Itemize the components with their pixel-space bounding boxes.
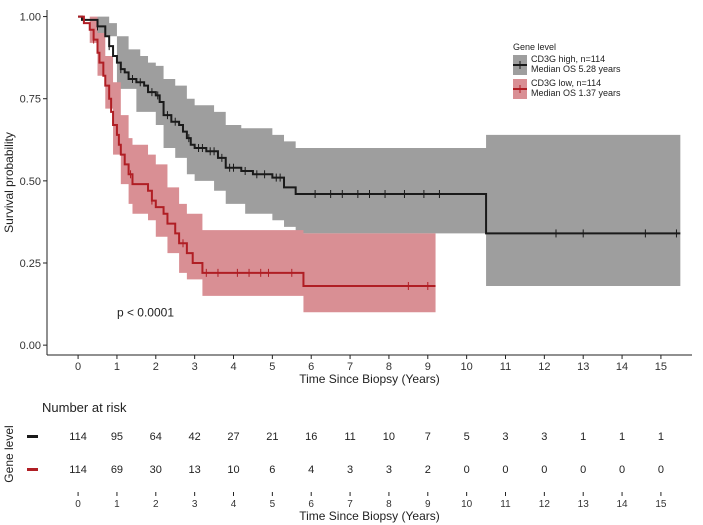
risk-count-0-1: 95 <box>111 431 123 443</box>
legend-sublabel-1: Median OS 1.37 years <box>531 88 621 98</box>
x-tick-label-12: 12 <box>538 361 550 373</box>
risk-count-1-0: 114 <box>69 464 87 476</box>
risk-x-tick-label-7: 7 <box>347 499 353 510</box>
y-tick-label-3: 0.75 <box>20 94 41 106</box>
risk-count-0-10: 5 <box>464 431 470 443</box>
risk-x-tick-label-14: 14 <box>616 499 628 510</box>
risk-x-axis-label: Time Since Biopsy (Years) <box>299 509 440 523</box>
risk-row-swatch-0 <box>27 435 38 438</box>
x-tick-label-2: 2 <box>153 361 159 373</box>
x-tick-label-3: 3 <box>192 361 198 373</box>
risk-count-0-14: 1 <box>619 431 625 443</box>
x-tick-label-10: 10 <box>461 361 473 373</box>
x-tick-label-7: 7 <box>347 361 353 373</box>
ci-band-1 <box>78 16 436 313</box>
risk-count-1-3: 13 <box>189 464 201 476</box>
risk-count-0-4: 27 <box>227 431 239 443</box>
x-axis-label: Time Since Biopsy (Years) <box>299 372 440 386</box>
y-tick-label-0: 0.00 <box>20 340 41 352</box>
risk-x-tick-label-5: 5 <box>270 499 276 510</box>
risk-x-tick-label-3: 3 <box>192 499 198 510</box>
risk-count-0-2: 64 <box>150 431 162 443</box>
x-tick-label-13: 13 <box>577 361 589 373</box>
x-tick-label-11: 11 <box>500 361 511 373</box>
risk-count-1-2: 30 <box>150 464 162 476</box>
risk-x-tick-label-15: 15 <box>655 499 667 510</box>
legend-label-0: CD3G high, n=114 <box>531 54 605 64</box>
risk-x-tick-label-11: 11 <box>500 499 511 510</box>
risk-count-1-14: 0 <box>619 464 625 476</box>
risk-x-tick-label-10: 10 <box>461 499 473 510</box>
risk-count-1-9: 2 <box>425 464 431 476</box>
risk-x-tick-label-4: 4 <box>231 499 237 510</box>
km-plot-area: 0.000.250.500.751.000 1 2 3 4 5 6 7 8 9 10 11 12 13 14… <box>2 10 692 386</box>
risk-count-1-11: 0 <box>502 464 508 476</box>
risk-count-1-8: 3 <box>386 464 392 476</box>
risk-row-swatch-1 <box>27 468 38 471</box>
risk-x-tick-label-0: 0 <box>75 499 81 510</box>
risk-count-1-1: 69 <box>111 464 123 476</box>
risk-count-0-3: 42 <box>189 431 201 443</box>
risk-count-0-11: 3 <box>502 431 508 443</box>
risk-count-1-5: 6 <box>269 464 275 476</box>
x-tick-label-0: 0 <box>75 361 81 373</box>
risk-count-0-9: 7 <box>425 431 431 443</box>
risk-x-tick-label-6: 6 <box>308 499 314 510</box>
risk-count-0-15: 1 <box>658 431 664 443</box>
risk-x-tick-label-2: 2 <box>153 499 159 510</box>
p-value-annotation: p < 0.0001 <box>117 305 174 319</box>
risk-table-title: Number at risk <box>42 400 127 415</box>
x-tick-label-5: 5 <box>269 361 275 373</box>
y-tick-label-2: 0.50 <box>20 176 41 188</box>
risk-count-0-6: 16 <box>305 431 317 443</box>
risk-count-0-13: 1 <box>580 431 586 443</box>
risk-count-0-7: 11 <box>344 431 355 443</box>
x-tick-label-6: 6 <box>308 361 314 373</box>
legend-sublabel-0: Median OS 5.28 years <box>531 64 621 74</box>
survival-curve-1 <box>78 15 436 287</box>
y-tick-label-4: 1.00 <box>20 12 41 24</box>
x-tick-label-9: 9 <box>425 361 431 373</box>
risk-x-tick-label-13: 13 <box>578 499 590 510</box>
legend-label-1: CD3G low, n=114 <box>531 78 601 88</box>
risk-count-0-12: 3 <box>541 431 547 443</box>
x-tick-label-14: 14 <box>616 361 628 373</box>
risk-count-1-12: 0 <box>541 464 547 476</box>
risk-x-tick-label-9: 9 <box>425 499 431 510</box>
x-tick-label-4: 4 <box>230 361 236 373</box>
risk-count-0-0: 114 <box>69 431 87 443</box>
risk-count-1-7: 3 <box>347 464 353 476</box>
risk-count-1-13: 0 <box>580 464 586 476</box>
x-tick-label-15: 15 <box>655 361 667 373</box>
y-tick-label-1: 0.25 <box>20 258 41 270</box>
x-tick-label-8: 8 <box>386 361 392 373</box>
risk-x-tick-label-12: 12 <box>539 499 551 510</box>
ci-band-0 <box>78 16 681 286</box>
risk-count-1-4: 10 <box>227 464 239 476</box>
y-axis-label: Survival probability <box>2 132 16 233</box>
risk-count-0-5: 21 <box>266 431 278 443</box>
risk-x-tick-label-1: 1 <box>114 499 120 510</box>
risk-count-1-6: 4 <box>308 464 314 476</box>
risk-table-ylabel: Gene level <box>2 425 16 482</box>
legend-title: Gene level <box>513 42 556 52</box>
risk-count-0-8: 10 <box>383 431 395 443</box>
risk-x-tick-label-8: 8 <box>386 499 392 510</box>
x-tick-label-1: 1 <box>114 361 120 373</box>
risk-count-1-15: 0 <box>658 464 664 476</box>
risk-count-1-10: 0 <box>464 464 470 476</box>
